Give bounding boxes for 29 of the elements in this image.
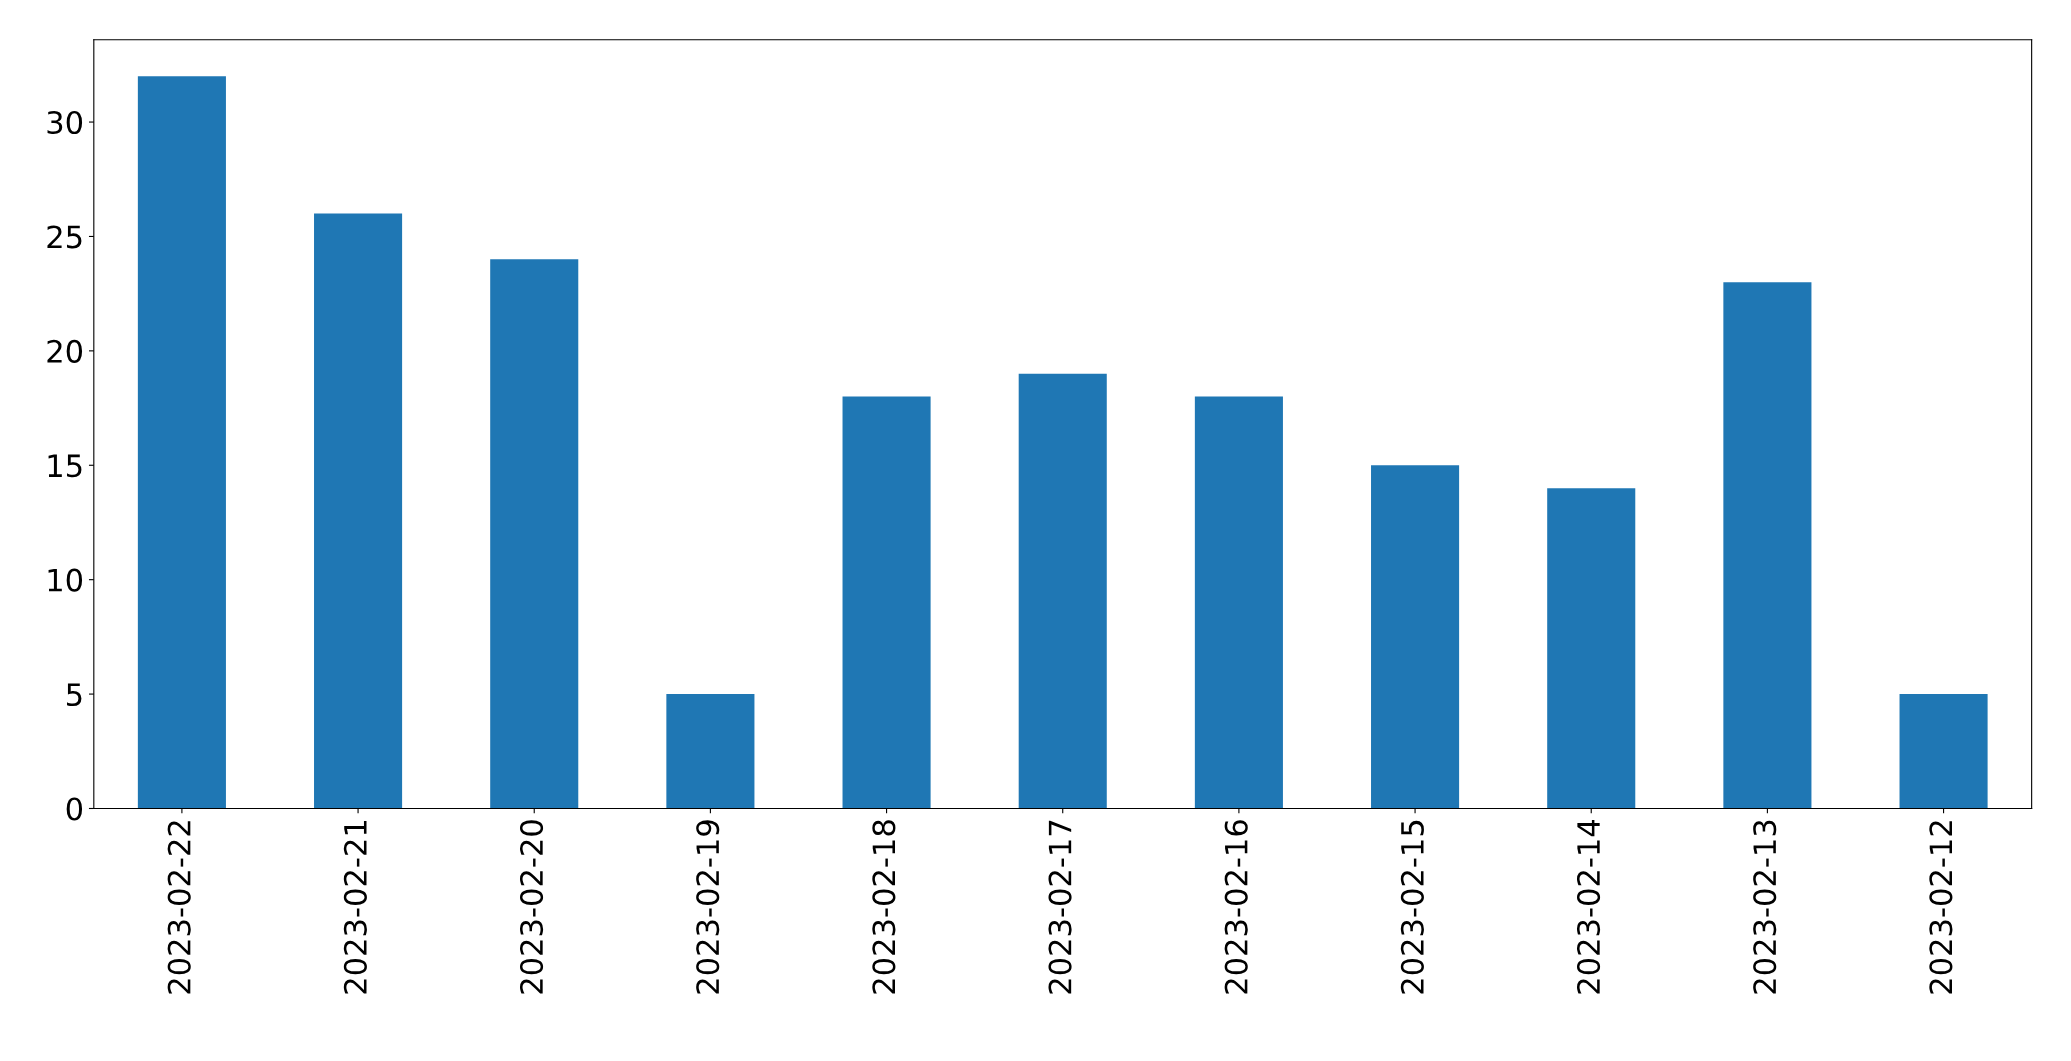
y-tick-label: 15 (48, 454, 82, 478)
bar (314, 213, 403, 809)
y-tick-label: 20 (47, 339, 83, 363)
bar (1018, 373, 1107, 809)
x-tick-label: 2023-02-13 (1753, 820, 1777, 994)
bar (842, 396, 931, 809)
x-tick-label: 2023-02-19 (696, 820, 720, 994)
bar (1899, 694, 1988, 809)
bar (137, 76, 226, 809)
y-tick-label: 5 (67, 683, 82, 707)
bar (1194, 396, 1283, 809)
y-tick-label: 0 (66, 797, 83, 821)
bar (1547, 488, 1636, 809)
x-tick-label: 2023-02-14 (1576, 819, 1601, 994)
y-tick-label: 25 (47, 225, 82, 249)
x-tick-label: 2023-02-21 (343, 821, 367, 994)
x-tick-label: 2023-02-18 (872, 820, 896, 994)
x-tick-label: 2023-02-15 (1400, 820, 1424, 994)
x-tick-label: 2023-02-22 (167, 821, 191, 994)
x-tick-label: 2023-02-16 (1224, 820, 1248, 994)
x-tick-label: 2023-02-20 (519, 820, 544, 994)
bar (1723, 282, 1812, 809)
bar (666, 694, 755, 809)
x-tick-label: 2023-02-12 (1929, 821, 1953, 994)
bar (1371, 465, 1460, 809)
y-tick-label: 30 (47, 110, 83, 135)
y-tick-label: 10 (48, 568, 83, 592)
bar (490, 259, 579, 809)
x-tick-label: 2023-02-17 (1048, 820, 1072, 994)
